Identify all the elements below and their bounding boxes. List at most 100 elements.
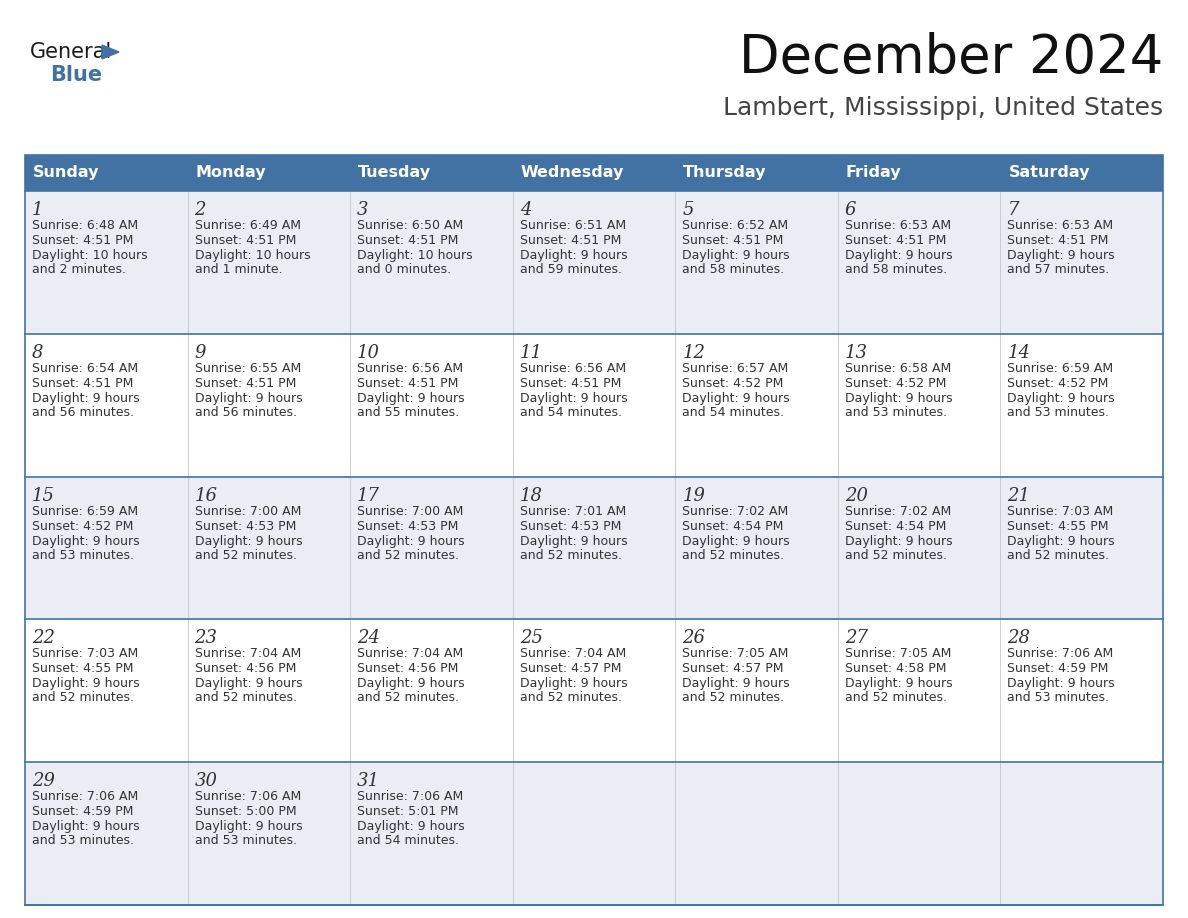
Text: Sunrise: 7:05 AM: Sunrise: 7:05 AM (682, 647, 789, 660)
Text: Sunset: 4:51 PM: Sunset: 4:51 PM (195, 376, 296, 390)
Text: 11: 11 (519, 344, 543, 362)
Text: and 56 minutes.: and 56 minutes. (32, 406, 134, 419)
Bar (350, 476, 513, 620)
Bar (513, 476, 675, 620)
Bar (1000, 762, 1163, 905)
Text: Daylight: 10 hours: Daylight: 10 hours (32, 249, 147, 262)
Text: Daylight: 9 hours: Daylight: 9 hours (682, 534, 790, 548)
Text: Daylight: 10 hours: Daylight: 10 hours (195, 249, 310, 262)
Text: Lambert, Mississippi, United States: Lambert, Mississippi, United States (722, 96, 1163, 120)
Text: Daylight: 9 hours: Daylight: 9 hours (358, 677, 465, 690)
Text: and 53 minutes.: and 53 minutes. (845, 406, 947, 419)
Bar (513, 334, 675, 476)
Text: Sunrise: 7:02 AM: Sunrise: 7:02 AM (682, 505, 789, 518)
Bar (513, 620, 675, 762)
Text: 21: 21 (1007, 487, 1030, 505)
Text: 5: 5 (682, 201, 694, 219)
Text: Sunrise: 7:05 AM: Sunrise: 7:05 AM (845, 647, 952, 660)
Text: Daylight: 9 hours: Daylight: 9 hours (358, 534, 465, 548)
Text: Sunrise: 7:06 AM: Sunrise: 7:06 AM (1007, 647, 1113, 660)
Text: Sunset: 4:52 PM: Sunset: 4:52 PM (1007, 376, 1108, 390)
Text: Sunset: 4:53 PM: Sunset: 4:53 PM (519, 520, 621, 532)
Text: Sunset: 5:01 PM: Sunset: 5:01 PM (358, 805, 459, 818)
Text: and 52 minutes.: and 52 minutes. (845, 549, 947, 562)
Text: and 52 minutes.: and 52 minutes. (1007, 549, 1110, 562)
Bar (513, 155, 675, 191)
Bar (1000, 334, 1163, 476)
Text: 10: 10 (358, 344, 380, 362)
Text: Thursday: Thursday (683, 165, 766, 181)
Text: and 56 minutes.: and 56 minutes. (195, 406, 297, 419)
Text: 27: 27 (845, 630, 868, 647)
Bar (838, 334, 1000, 476)
Text: Daylight: 9 hours: Daylight: 9 hours (32, 820, 140, 834)
Text: Sunset: 4:51 PM: Sunset: 4:51 PM (32, 234, 133, 247)
Text: 29: 29 (32, 772, 55, 790)
Text: Sunset: 4:56 PM: Sunset: 4:56 PM (358, 663, 459, 676)
Text: Sunset: 4:59 PM: Sunset: 4:59 PM (1007, 663, 1108, 676)
Text: and 53 minutes.: and 53 minutes. (32, 834, 134, 847)
Text: Sunset: 4:51 PM: Sunset: 4:51 PM (682, 234, 784, 247)
Text: 31: 31 (358, 772, 380, 790)
Text: Daylight: 9 hours: Daylight: 9 hours (195, 820, 302, 834)
Text: Saturday: Saturday (1009, 165, 1089, 181)
Bar (1000, 155, 1163, 191)
Bar (188, 762, 350, 905)
Bar (838, 191, 1000, 334)
Text: Daylight: 9 hours: Daylight: 9 hours (358, 392, 465, 405)
Text: Daylight: 9 hours: Daylight: 9 hours (195, 392, 302, 405)
Text: 4: 4 (519, 201, 531, 219)
Text: and 55 minutes.: and 55 minutes. (358, 406, 460, 419)
Text: 1: 1 (32, 201, 44, 219)
Text: Sunrise: 6:58 AM: Sunrise: 6:58 AM (845, 362, 952, 375)
Text: Daylight: 9 hours: Daylight: 9 hours (32, 534, 140, 548)
Text: and 53 minutes.: and 53 minutes. (195, 834, 297, 847)
Text: Daylight: 9 hours: Daylight: 9 hours (682, 677, 790, 690)
Text: and 52 minutes.: and 52 minutes. (682, 691, 784, 704)
Text: Daylight: 9 hours: Daylight: 9 hours (32, 392, 140, 405)
Bar (1000, 620, 1163, 762)
Text: Daylight: 9 hours: Daylight: 9 hours (845, 677, 953, 690)
Text: Wednesday: Wednesday (520, 165, 624, 181)
Text: Monday: Monday (196, 165, 266, 181)
Text: and 53 minutes.: and 53 minutes. (1007, 406, 1110, 419)
Text: Sunrise: 7:06 AM: Sunrise: 7:06 AM (32, 790, 138, 803)
Text: and 52 minutes.: and 52 minutes. (519, 691, 621, 704)
Text: 9: 9 (195, 344, 206, 362)
Text: Sunrise: 6:55 AM: Sunrise: 6:55 AM (195, 362, 301, 375)
Text: and 52 minutes.: and 52 minutes. (519, 549, 621, 562)
Bar (25, 762, 188, 905)
Text: and 53 minutes.: and 53 minutes. (32, 549, 134, 562)
Text: Sunrise: 7:06 AM: Sunrise: 7:06 AM (358, 790, 463, 803)
Text: Daylight: 9 hours: Daylight: 9 hours (519, 392, 627, 405)
Text: and 2 minutes.: and 2 minutes. (32, 263, 126, 276)
Text: Tuesday: Tuesday (358, 165, 431, 181)
Text: Daylight: 9 hours: Daylight: 9 hours (519, 249, 627, 262)
Text: Sunset: 4:52 PM: Sunset: 4:52 PM (32, 520, 133, 532)
Text: Sunrise: 7:03 AM: Sunrise: 7:03 AM (32, 647, 138, 660)
Bar (838, 762, 1000, 905)
Text: Sunset: 4:55 PM: Sunset: 4:55 PM (32, 663, 133, 676)
Text: Sunset: 4:51 PM: Sunset: 4:51 PM (845, 234, 946, 247)
Text: Daylight: 9 hours: Daylight: 9 hours (195, 534, 302, 548)
Text: Daylight: 9 hours: Daylight: 9 hours (195, 677, 302, 690)
Text: 12: 12 (682, 344, 706, 362)
Text: Sunrise: 7:04 AM: Sunrise: 7:04 AM (358, 647, 463, 660)
Text: and 54 minutes.: and 54 minutes. (682, 406, 784, 419)
Text: Sunrise: 6:59 AM: Sunrise: 6:59 AM (32, 505, 138, 518)
Text: Sunset: 4:52 PM: Sunset: 4:52 PM (682, 376, 784, 390)
Bar (350, 762, 513, 905)
Text: and 59 minutes.: and 59 minutes. (519, 263, 621, 276)
Text: Sunrise: 6:53 AM: Sunrise: 6:53 AM (1007, 219, 1113, 232)
Bar (188, 334, 350, 476)
Text: Sunrise: 7:04 AM: Sunrise: 7:04 AM (519, 647, 626, 660)
Text: December 2024: December 2024 (739, 32, 1163, 84)
Bar (838, 620, 1000, 762)
Text: Daylight: 9 hours: Daylight: 9 hours (32, 677, 140, 690)
Text: and 0 minutes.: and 0 minutes. (358, 263, 451, 276)
Bar (838, 476, 1000, 620)
Text: Sunset: 4:51 PM: Sunset: 4:51 PM (1007, 234, 1108, 247)
Bar (25, 155, 1163, 905)
Text: Friday: Friday (846, 165, 902, 181)
Bar (838, 155, 1000, 191)
